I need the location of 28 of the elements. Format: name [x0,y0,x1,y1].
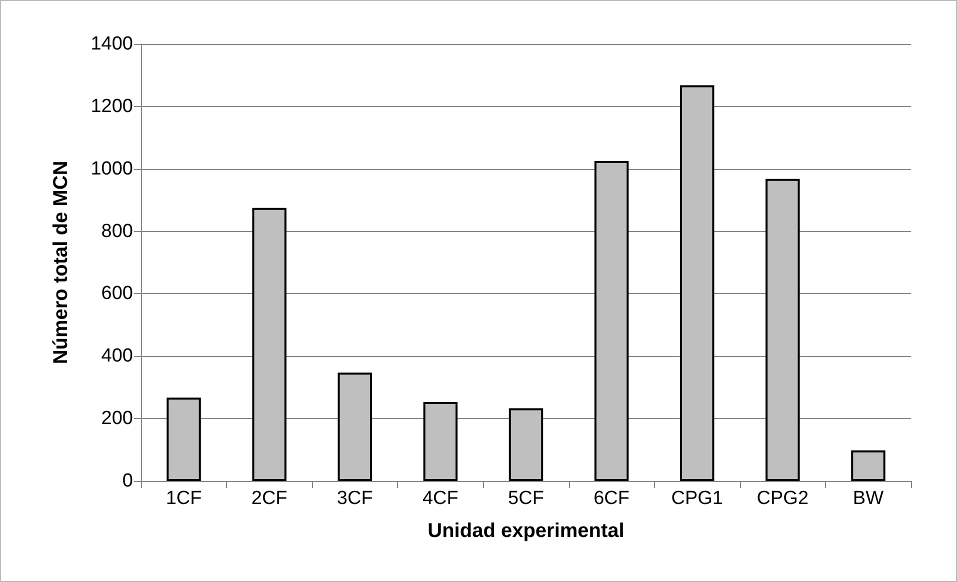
y-tick-label: 200 [101,408,133,430]
y-axis-title: Número total de MCN [50,160,72,364]
x-tick-label: 3CF [336,488,373,509]
bar [766,178,800,481]
y-tick-label: 400 [101,346,133,367]
bar [594,161,629,481]
bar [252,208,286,481]
y-tick-label: 1400 [90,34,133,54]
bar [851,450,886,481]
y-tick-label: 1000 [90,158,133,180]
x-axis-title: Unidad experimental [428,520,624,542]
bar [423,402,458,481]
x-tick-label: 2CF [251,488,288,509]
y-tick-label: 1200 [90,96,133,117]
x-tick-label: 5CF [508,488,544,509]
x-tick-label: 6CF [594,488,630,509]
y-tick-label: 600 [101,283,133,304]
y-tick-label: 800 [101,220,133,242]
x-tick-label: 4CF [422,488,458,509]
x-tick-label: CPG1 [671,488,723,509]
x-tick-label: 1CF [166,488,202,509]
bar [338,372,372,481]
bar [680,85,714,481]
bar [508,408,544,481]
x-tick-label: BW [852,488,884,509]
x-tick-label: CPG2 [756,488,809,509]
bar [166,398,201,481]
y-tick-label: 0 [122,470,133,492]
